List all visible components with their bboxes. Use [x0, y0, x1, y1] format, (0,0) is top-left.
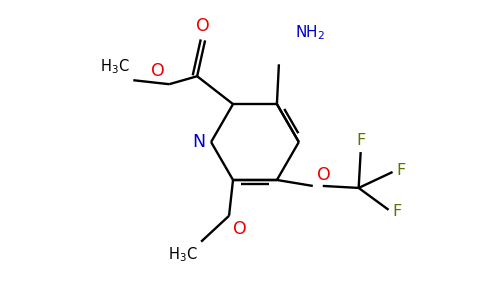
Text: F: F	[356, 133, 365, 148]
Text: H$_3$C: H$_3$C	[167, 246, 197, 264]
Text: NH$_2$: NH$_2$	[295, 24, 325, 42]
Text: F: F	[396, 163, 406, 178]
Text: N: N	[192, 133, 205, 151]
Text: H$_3$C: H$_3$C	[100, 58, 129, 76]
Text: O: O	[233, 220, 247, 238]
Text: O: O	[317, 166, 331, 184]
Text: O: O	[196, 17, 210, 35]
Text: F: F	[393, 204, 402, 219]
Text: O: O	[151, 62, 165, 80]
